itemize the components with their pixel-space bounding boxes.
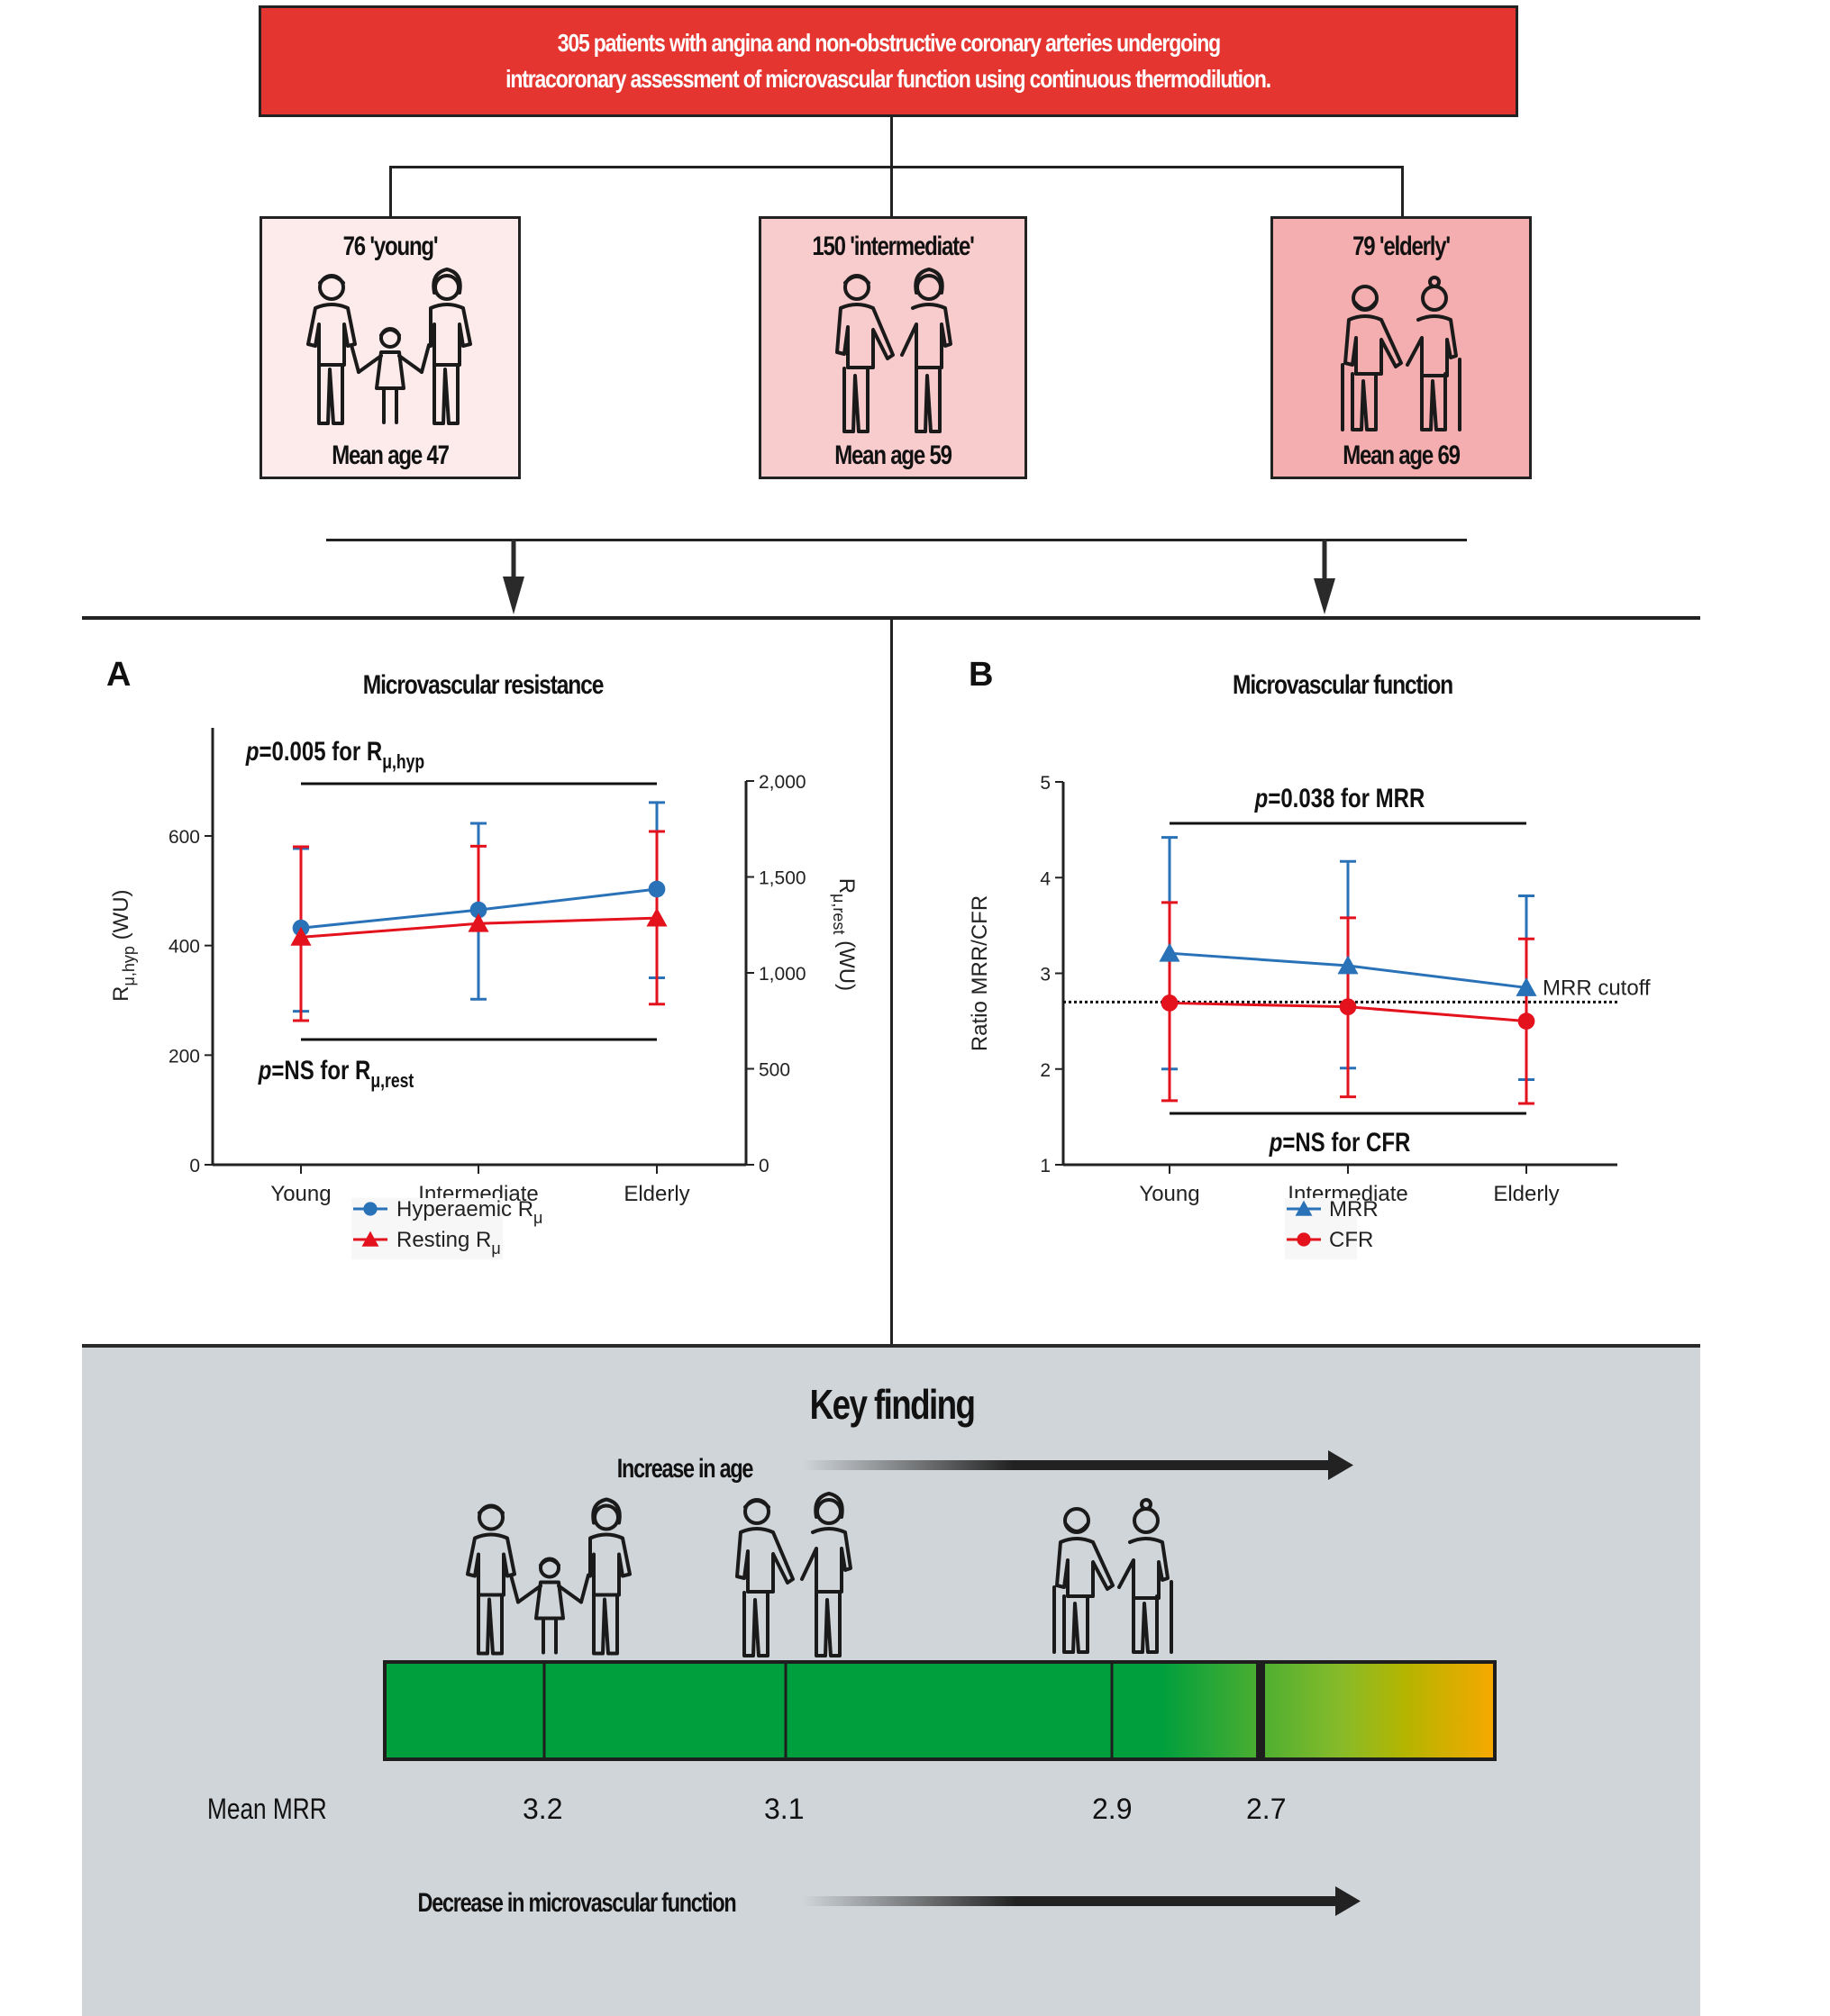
y-tick-label: 0 [189, 1156, 200, 1176]
panel-divider-vertical [890, 620, 893, 1346]
decrease-function-arrow-icon [802, 1886, 1361, 1916]
legend-marker [361, 1230, 379, 1247]
mean-mrr-bar [383, 1660, 1497, 1761]
panel-a-letter: A [106, 656, 132, 694]
y-tick-label: 3 [1040, 965, 1051, 985]
panel-b-letter: B [969, 656, 994, 694]
y2-tick-label: 0 [759, 1156, 769, 1176]
adult-couple-icon [835, 268, 952, 433]
panel-divider-horizontal [82, 616, 1700, 620]
x-tick-label: Young [270, 1182, 331, 1206]
y2-tick-label: 1,000 [759, 964, 806, 985]
mean-mrr-young: 3.2 [523, 1793, 563, 1825]
legend-marker [1297, 1232, 1311, 1247]
y2-tick-label: 1,500 [759, 868, 806, 889]
y-tick-label: 1 [1040, 1156, 1051, 1176]
data-point [1159, 942, 1180, 962]
arrow-down-b-icon [1314, 539, 1335, 614]
y-tick-label: 4 [1040, 868, 1051, 889]
header-line-2: intracoronary assessment of microvascula… [505, 65, 1272, 93]
arrow-down-a-icon [503, 539, 524, 614]
mean-mrr-intermediate: 3.1 [764, 1793, 805, 1825]
elderly-couple-with-canes-icon [1052, 1498, 1173, 1654]
x-tick-label: Young [1139, 1182, 1199, 1206]
data-point [468, 913, 489, 932]
group-elderly: 79 'elderly' Mean age 69 [1270, 216, 1532, 479]
y-tick-label: 200 [168, 1046, 200, 1067]
y-tick-label: 5 [1040, 773, 1051, 794]
mrr-gradient-fill [383, 1660, 1497, 1761]
y-tick-label: 600 [168, 827, 200, 848]
y-tick-label: 400 [168, 937, 200, 958]
data-point [469, 901, 487, 919]
y-axis-label: Rμ,hyp (WU) [109, 889, 138, 1001]
mean-mrr-elderly: 2.9 [1092, 1793, 1133, 1825]
y2-tick-label: 500 [759, 1060, 790, 1081]
x-tick-label: Elderly [624, 1182, 689, 1206]
x-tick-label: Elderly [1493, 1182, 1559, 1206]
data-point [1516, 976, 1537, 996]
group-mean-age: Mean age 59 [834, 440, 952, 470]
p-value-hyp: p=0.005 for Rμ,hyp [245, 735, 424, 773]
connector-intermediate [890, 166, 893, 218]
legend-marker [363, 1202, 378, 1216]
elderly-couple-with-canes-icon [1341, 276, 1461, 431]
connector-vertical-main [890, 117, 893, 167]
legend-label: CFR [1329, 1228, 1373, 1252]
data-point [1339, 998, 1357, 1016]
group-mean-age: Mean age 47 [332, 440, 450, 470]
family-with-child-icon [466, 1497, 632, 1656]
data-point [646, 907, 668, 927]
family-with-child-icon [306, 268, 472, 425]
legend-marker [1295, 1200, 1313, 1216]
group-mean-age: Mean age 69 [1343, 440, 1461, 470]
legend-label: MRR [1329, 1197, 1379, 1221]
data-point [290, 926, 312, 946]
data-point [1517, 1013, 1535, 1030]
connector-horizontal-groups [389, 166, 1403, 168]
connector-elderly [1401, 166, 1404, 218]
study-population-box: 305 patients with angina and non-obstruc… [259, 5, 1518, 117]
p-value-cfr: p=NS for CFR [1269, 1126, 1411, 1157]
mrr-cutoff-label: MRR cutoff [1543, 976, 1651, 1000]
y-tick-label: 2 [1040, 1060, 1051, 1081]
group-title: 150 'intermediate' [812, 232, 974, 261]
connector-young [389, 166, 392, 218]
mean-mrr-label: Mean MRR [207, 1793, 327, 1825]
data-point [648, 880, 666, 898]
decrease-function-label: Decrease in microvascular function [417, 1888, 737, 1918]
group-title: 76 'young' [342, 232, 439, 261]
data-point [1161, 994, 1179, 1012]
adult-couple-icon [735, 1492, 852, 1657]
group-young: 76 'young' Mean age 47 [259, 216, 521, 479]
panel-a-title: Microvascular resistance [362, 670, 605, 700]
key-finding-title: Key finding [809, 1381, 976, 1428]
header-line-1: 305 patients with angina and non-obstruc… [557, 29, 1220, 57]
y-axis-label: Ratio MRR/CFR [968, 895, 992, 1051]
y2-axis-label: Rμ,rest (WU) [830, 878, 859, 991]
y2-tick-label: 2,000 [759, 772, 806, 793]
increase-in-age-label: Increase in age [616, 1454, 754, 1484]
p-value-mrr: p=0.038 for MRR [1254, 782, 1425, 813]
mean-mrr-cutoff: 2.7 [1246, 1793, 1287, 1825]
connector-horizontal-lower [326, 539, 1467, 541]
data-point [1337, 955, 1359, 975]
p-value-rest: p=NS for Rμ,rest [258, 1054, 414, 1092]
group-title: 79 'elderly' [1352, 232, 1451, 261]
panel-b-title: Microvascular function [1232, 670, 1453, 700]
legend-label: Hyperaemic Rμ [396, 1197, 542, 1227]
group-intermediate: 150 'intermediate' Mean age 59 [759, 216, 1027, 479]
increase-in-age-arrow-icon [802, 1450, 1353, 1480]
legend-label: Resting Rμ [396, 1228, 501, 1258]
